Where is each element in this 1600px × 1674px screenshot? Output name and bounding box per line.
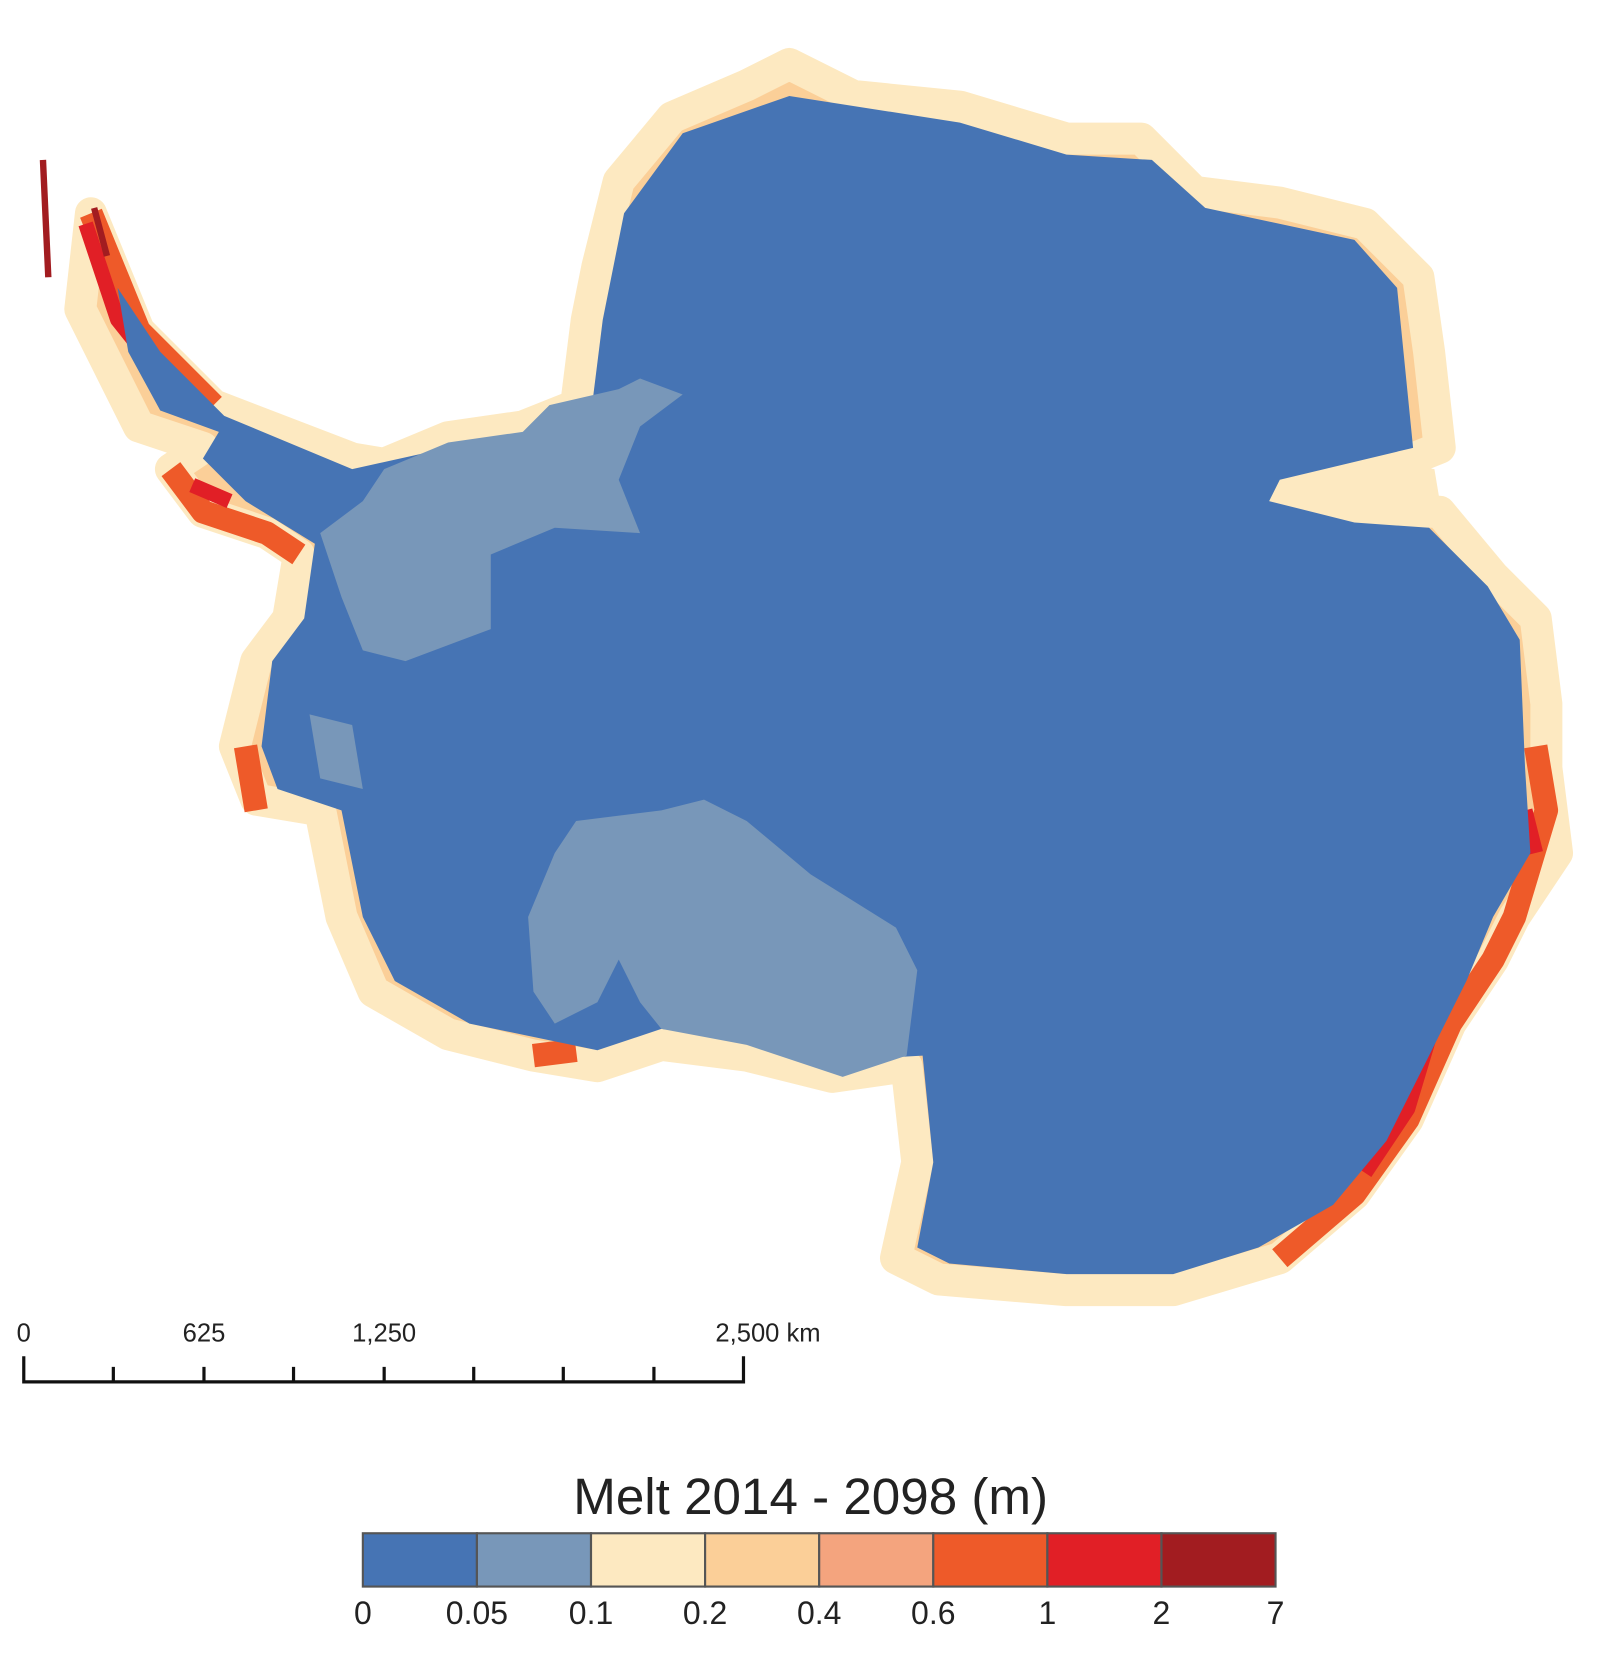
legend-title: Melt 2014 - 2098 (m) <box>573 1468 1048 1525</box>
legend: Melt 2014 - 2098 (m) 0 0.05 0.1 0.2 0.4 0.6 1 2… <box>354 1468 1284 1631</box>
legend-swatch <box>932 1532 1049 1588</box>
legend-break-label: 2 <box>1153 1595 1171 1631</box>
legend-swatch <box>361 1532 478 1588</box>
scale-label: 1,250 <box>352 1319 416 1347</box>
ice-stream <box>309 714 363 790</box>
legend-break-label: 0 <box>354 1595 372 1631</box>
legend-break-label: 0.05 <box>446 1595 508 1631</box>
ice-shelf-upper <box>320 378 683 662</box>
legend-break-label: 0.6 <box>911 1595 955 1631</box>
legend-break-label: 0.2 <box>683 1595 727 1631</box>
legend-swatch <box>589 1532 707 1588</box>
melt-very-high <box>78 221 1543 1178</box>
ice-core <box>117 95 1531 1275</box>
scale-label: 625 <box>183 1319 226 1347</box>
legend-swatch <box>1160 1532 1277 1588</box>
scale-label: 0 <box>17 1319 31 1347</box>
legend-break-label: 1 <box>1038 1595 1056 1631</box>
amery-shelf <box>1279 458 1440 512</box>
legend-swatch <box>818 1532 935 1588</box>
scale-label: 2,500 km <box>715 1319 820 1347</box>
legend-break-label: 7 <box>1267 1595 1285 1631</box>
scale-bar: 0 625 1,250 2,500 km <box>17 1319 821 1384</box>
legend-swatch <box>704 1532 821 1588</box>
legend-swatch <box>1046 1532 1163 1588</box>
melt-extreme <box>39 159 111 278</box>
scale-bar-line <box>22 1356 746 1384</box>
continent <box>39 47 1574 1307</box>
ice-shelf-lower <box>528 799 918 1077</box>
legend-break-label: 0.1 <box>569 1595 613 1631</box>
legend-swatch <box>475 1532 593 1588</box>
legend-break-label: 0.4 <box>797 1595 841 1631</box>
